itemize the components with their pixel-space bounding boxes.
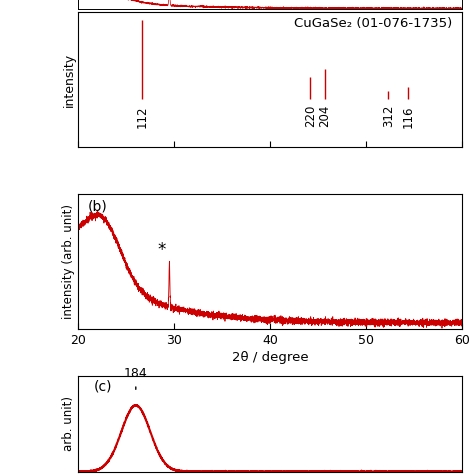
Text: 312: 312 [382,105,395,128]
Y-axis label: intensity (arb. unit): intensity (arb. unit) [63,204,75,319]
Text: 220: 220 [304,105,317,128]
Y-axis label: intensity: intensity [63,53,75,107]
Text: (c): (c) [93,379,112,393]
Text: CuGaSe₂ (01-076-1735): CuGaSe₂ (01-076-1735) [294,17,453,30]
X-axis label: 2θ / degree: 2θ / degree [232,351,309,364]
Text: 204: 204 [319,105,331,128]
Text: 112: 112 [136,105,148,128]
Text: *: * [157,241,166,259]
Y-axis label: arb. unit): arb. unit) [63,396,75,451]
Text: 184: 184 [124,367,148,380]
Text: (b): (b) [88,199,108,213]
Text: 116: 116 [402,105,415,128]
